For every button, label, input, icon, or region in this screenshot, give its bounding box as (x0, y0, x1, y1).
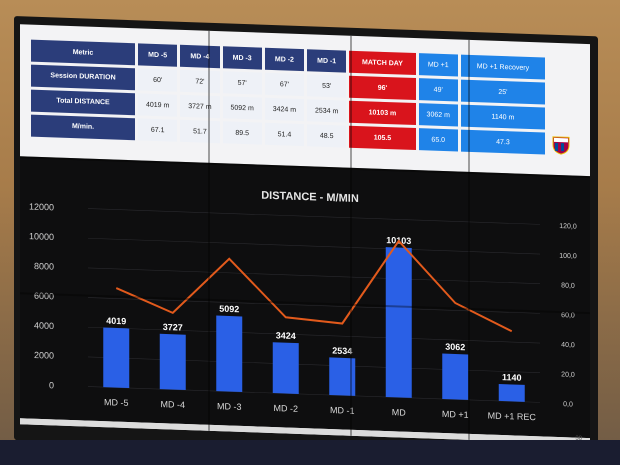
gridline (88, 297, 540, 314)
table-cell: 51.7 (180, 119, 220, 144)
table-cell: 49' (418, 78, 458, 102)
bar (103, 327, 130, 389)
presentation-screen: Metric MD -5 MD -4 MD -3 MD -2 MD -1 MATCH DA… (20, 24, 590, 445)
table-cell: 67.1 (138, 118, 178, 142)
x-tick-label: MD -1 (330, 405, 354, 416)
bar (216, 315, 243, 392)
floor (0, 440, 620, 465)
row-label: Total DISTANCE (31, 89, 136, 116)
table-cell: 96' (349, 75, 416, 101)
bar-value-label: 3062 (445, 342, 465, 353)
bar-value-label: 3727 (163, 322, 183, 333)
y2-tick-label: 60,0 (561, 312, 575, 319)
y-tick-label: 4000 (34, 320, 54, 331)
table-cell: 60' (138, 68, 178, 92)
table-cell: 105.5 (349, 125, 416, 151)
y-tick-label: 12000 (29, 202, 54, 213)
table-cell: 51.4 (264, 122, 305, 147)
y2-tick-label: 100,0 (559, 253, 577, 261)
bar-value-label: 2534 (332, 346, 352, 357)
table-cell: 67' (264, 72, 305, 97)
y-tick-label: 0 (49, 380, 54, 390)
column-header: MD -5 (138, 43, 178, 67)
column-header: MD -3 (222, 46, 262, 70)
y2-tick-label: 40,0 (561, 342, 575, 349)
y2-tick-label: 0,0 (563, 401, 573, 408)
distance-chart: DISTANCE - M/MIN 0 2000 4000 6000 8000 10000 1… (29, 190, 577, 423)
mmin-series-line (115, 239, 513, 333)
table-cell: 3424 m (264, 97, 305, 122)
panel-seam (208, 30, 210, 433)
bar-value-label: 4019 (106, 316, 126, 327)
club-crest-icon (552, 136, 570, 155)
x-tick-label: MD -3 (217, 401, 241, 412)
bar-value-label: 1140 (502, 372, 522, 383)
bar (159, 333, 186, 390)
x-tick-label: MD (392, 407, 406, 418)
column-header: MD -2 (264, 47, 305, 72)
bar (385, 247, 412, 398)
y2-tick-label: 20,0 (561, 371, 575, 378)
bar (329, 357, 356, 396)
column-header: MD -1 (307, 49, 347, 73)
column-header: MD -4 (180, 44, 220, 69)
table-cell: 2534 m (307, 99, 347, 123)
y2-tick-label: 80,0 (561, 282, 575, 289)
y2-tick-label: 120,0 (559, 223, 577, 231)
column-header: MD +1 Recovery (460, 54, 545, 80)
table-cell: 3062 m (418, 103, 458, 127)
column-header: MD +1 (418, 53, 458, 77)
table-cell: 3727 m (180, 94, 220, 119)
gridline (88, 386, 540, 403)
table-cell: 89.5 (222, 121, 262, 145)
gridline (88, 237, 540, 255)
panel-seam (468, 39, 470, 442)
table-cell: 65.0 (418, 128, 458, 152)
metric-header: Metric (31, 39, 136, 66)
gridline (88, 356, 540, 374)
video-wall-bezel: Metric MD -5 MD -4 MD -3 MD -2 MD -1 MATCH DA… (14, 16, 598, 461)
x-tick-label: MD -5 (104, 397, 128, 408)
bar (442, 353, 469, 400)
y-tick-label: 6000 (34, 291, 54, 302)
y-tick-label: 10000 (29, 231, 54, 242)
x-tick-label: MD -2 (274, 403, 298, 414)
row-label: Session DURATION (31, 64, 136, 91)
chart-title: DISTANCE - M/MIN (261, 190, 359, 205)
x-tick-label: MD -4 (161, 399, 185, 410)
table-cell: 53' (307, 74, 347, 98)
panel-seam (350, 35, 352, 438)
bar-value-label: 5092 (219, 304, 239, 315)
chart-panel: DISTANCE - M/MIN 0 2000 4000 6000 8000 10000 1… (20, 156, 590, 439)
y-tick-label: 2000 (34, 350, 54, 361)
row-label: M/min. (31, 114, 136, 141)
gridline (88, 326, 540, 344)
bar (272, 342, 299, 394)
table-cell: 57' (222, 71, 262, 95)
bar-value-label: 3424 (276, 330, 296, 341)
gridline (88, 208, 540, 225)
y-tick-label: 8000 (34, 261, 54, 272)
table-cell: 4019 m (138, 93, 178, 117)
table-cell: 47.3 (460, 129, 545, 155)
table-cell: 72' (180, 69, 220, 94)
table-cell: 48.5 (307, 124, 347, 148)
table-cell: 10103 m (349, 100, 416, 126)
metrics-table: Metric MD -5 MD -4 MD -3 MD -2 MD -1 MATCH DA… (28, 36, 548, 157)
gridline (88, 267, 540, 285)
bar (498, 384, 525, 402)
x-tick-label: MD +1 REC (488, 411, 537, 423)
table-cell: 1140 m (460, 104, 545, 130)
table-cell: 25' (460, 79, 545, 105)
x-tick-label: MD +1 (442, 409, 469, 420)
table-cell: 5092 m (222, 96, 262, 120)
column-header: MATCH DAY (349, 50, 416, 76)
